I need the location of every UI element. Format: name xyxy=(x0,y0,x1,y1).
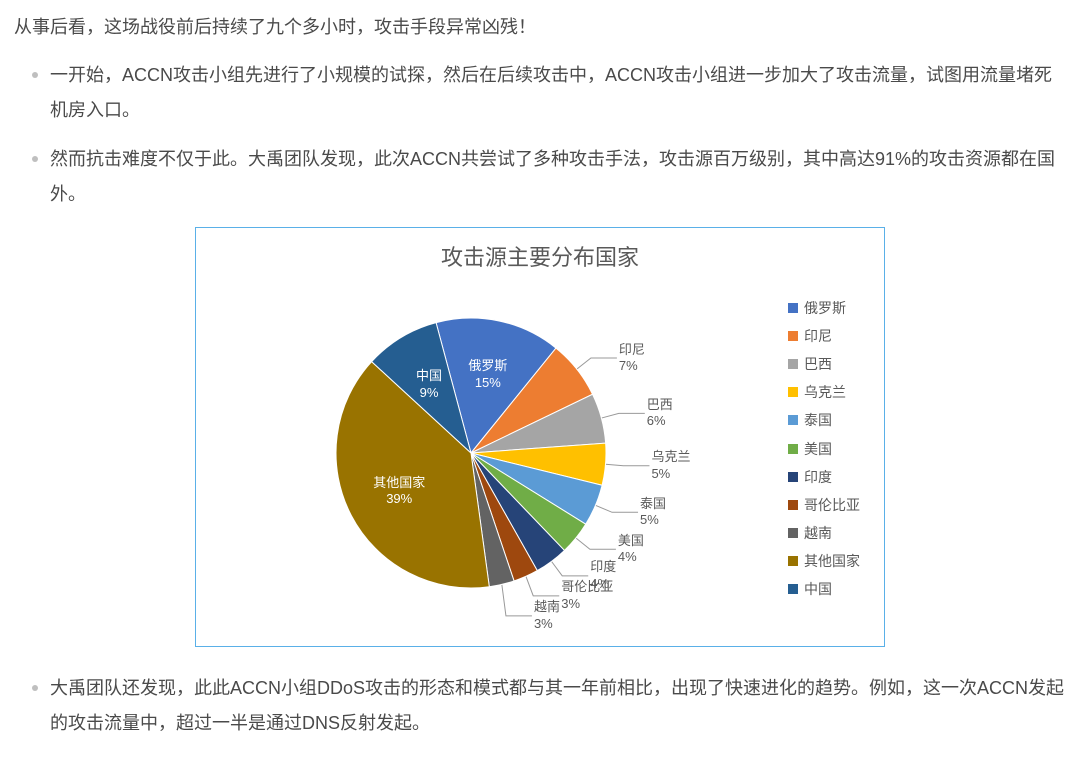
legend-label: 巴西 xyxy=(804,354,832,374)
pie-svg xyxy=(221,278,721,648)
legend-label: 美国 xyxy=(804,439,832,459)
list-item: 大禹团队还发现，此此ACCN小组DDoS攻击的形态和模式都与其一年前相比，出现了… xyxy=(32,671,1066,741)
intro-paragraph: 从事后看，这场战役前后持续了九个多小时，攻击手段异常凶残！ xyxy=(14,10,1066,44)
legend-swatch xyxy=(788,415,798,425)
legend-swatch xyxy=(788,444,798,454)
legend-item: 中国 xyxy=(788,579,860,599)
legend-swatch xyxy=(788,331,798,341)
legend-item: 美国 xyxy=(788,439,860,459)
legend-item: 印尼 xyxy=(788,326,860,346)
chart-body: 俄罗斯印尼巴西乌克兰泰国美国印度哥伦比亚越南其他国家中国 俄罗斯 15%印尼 7… xyxy=(196,278,884,636)
legend-item: 巴西 xyxy=(788,354,860,374)
legend-swatch xyxy=(788,500,798,510)
legend-item: 印度 xyxy=(788,467,860,487)
list-item: 一开始，ACCN攻击小组先进行了小规模的试探，然后在后续攻击中，ACCN攻击小组… xyxy=(32,58,1066,128)
legend-item: 泰国 xyxy=(788,410,860,430)
legend-swatch xyxy=(788,556,798,566)
legend-swatch xyxy=(788,584,798,594)
legend-swatch xyxy=(788,387,798,397)
legend-swatch xyxy=(788,528,798,538)
legend-label: 印度 xyxy=(804,467,832,487)
bullet-list: 一开始，ACCN攻击小组先进行了小规模的试探，然后在后续攻击中，ACCN攻击小组… xyxy=(14,58,1066,212)
bullet-list-after: 大禹团队还发现，此此ACCN小组DDoS攻击的形态和模式都与其一年前相比，出现了… xyxy=(14,671,1066,741)
pie-chart-container: 攻击源主要分布国家 俄罗斯印尼巴西乌克兰泰国美国印度哥伦比亚越南其他国家中国 俄… xyxy=(195,227,885,647)
legend-label: 中国 xyxy=(804,579,832,599)
legend-item: 俄罗斯 xyxy=(788,298,860,318)
legend-item: 乌克兰 xyxy=(788,382,860,402)
legend-swatch xyxy=(788,472,798,482)
legend-swatch xyxy=(788,303,798,313)
legend-label: 印尼 xyxy=(804,326,832,346)
legend-item: 越南 xyxy=(788,523,860,543)
legend-swatch xyxy=(788,359,798,369)
legend-item: 其他国家 xyxy=(788,551,860,571)
legend-label: 哥伦比亚 xyxy=(804,495,860,515)
legend-label: 泰国 xyxy=(804,410,832,430)
list-item: 然而抗击难度不仅于此。大禹团队发现，此次ACCN共尝试了多种攻击手法，攻击源百万… xyxy=(32,142,1066,212)
legend-label: 乌克兰 xyxy=(804,382,846,402)
legend-label: 俄罗斯 xyxy=(804,298,846,318)
chart-legend: 俄罗斯印尼巴西乌克兰泰国美国印度哥伦比亚越南其他国家中国 xyxy=(788,298,860,608)
legend-label: 越南 xyxy=(804,523,832,543)
legend-label: 其他国家 xyxy=(804,551,860,571)
legend-item: 哥伦比亚 xyxy=(788,495,860,515)
chart-title: 攻击源主要分布国家 xyxy=(196,228,884,272)
